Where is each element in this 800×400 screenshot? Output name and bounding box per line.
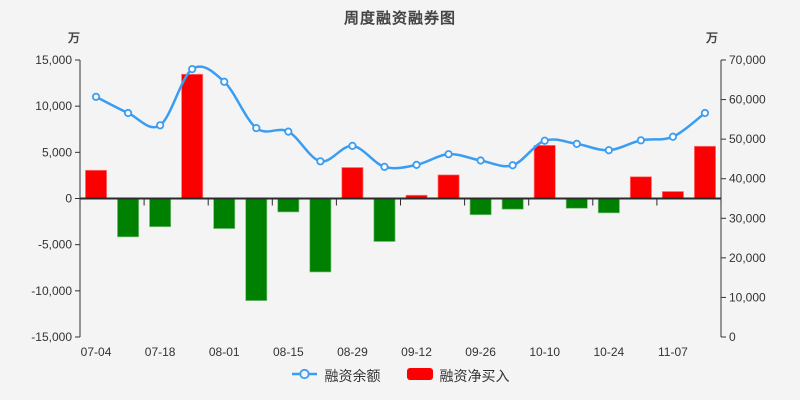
right-axis-tick-label: 60,000 [729,93,766,107]
x-axis-label: 08-15 [273,345,304,359]
net-buy-bar[interactable] [661,190,685,200]
net-buy-bar[interactable] [212,197,236,230]
left-axis-tick-label: 10,000 [35,99,72,113]
net-buy-bar[interactable] [468,197,493,216]
margin-balance-point[interactable] [412,160,421,169]
margin-balance-point[interactable] [156,121,165,130]
net-buy-bar[interactable] [565,197,589,210]
net-buy-bar[interactable] [436,173,461,200]
net-buy-bar[interactable] [116,197,140,239]
net-buy-bar[interactable] [84,169,108,200]
left-axis-tick-label: -10,000 [31,284,72,298]
margin-balance-point[interactable] [348,141,357,150]
legend-label-margin-balance: 融资余额 [324,368,381,384]
margin-balance-point[interactable] [604,146,613,155]
chart-title: 周度融资融券图 [343,10,456,27]
margin-balance-point[interactable] [316,157,325,166]
margin-balance-point[interactable] [123,108,133,118]
net-buy-bar[interactable] [340,166,365,200]
margin-balance-point[interactable] [636,136,645,145]
legend: 融资余额 融资净买入 [0,366,800,386]
net-buy-bar[interactable] [629,175,653,200]
right-axis-tick-label: 0 [729,330,736,344]
legend-item-net-buy[interactable]: 融资净买入 [406,366,510,386]
margin-balance-point[interactable] [284,127,293,136]
x-axis-label: 08-29 [337,345,368,359]
right-axis-tick-label: 40,000 [729,172,766,186]
net-buy-bar[interactable] [372,197,397,243]
right-axis-tick-label: 20,000 [729,251,766,265]
x-axis-label: 10-24 [593,345,624,359]
left-axis-tick-label: 0 [65,192,72,206]
left-axis-tick-label: -15,000 [31,330,72,344]
right-axis-unit-label: 万 [706,31,719,45]
x-axis-label: 09-26 [465,345,496,359]
net-buy-bar[interactable] [532,144,557,200]
margin-balance-point[interactable] [380,162,389,171]
margin-balance-point[interactable] [476,156,485,165]
x-axis-label: 07-18 [145,345,176,359]
margin-balance-point[interactable] [668,132,678,141]
net-buy-bar[interactable] [693,145,717,200]
margin-balance-point[interactable] [540,136,549,145]
left-axis-tick-label: 15,000 [35,53,72,67]
right-axis-tick-label: 70,000 [729,53,766,67]
x-axis-label: 09-12 [401,345,432,359]
net-buy-bar[interactable] [180,73,204,200]
margin-balance-point[interactable] [252,123,261,133]
right-axis-tick-label: 50,000 [729,132,766,146]
legend-item-margin-balance[interactable]: 融资余额 [291,366,381,386]
x-axis-label: 07-04 [81,345,112,359]
net-buy-bar[interactable] [597,197,621,215]
net-buy-bar[interactable] [244,197,269,302]
x-axis-label: 11-07 [658,345,688,359]
legend-label-net-buy: 融资净买入 [439,368,510,384]
left-axis-unit-label: 万 [67,31,80,45]
x-axis-label: 08-01 [209,345,240,359]
margin-balance-point[interactable] [220,77,229,86]
line-series-icon [291,367,318,386]
x-axis-label: 10-10 [529,345,560,359]
margin-balance-point[interactable] [444,150,453,159]
margin-balance-point[interactable] [188,65,197,74]
margin-balance-point[interactable] [700,108,710,118]
left-axis-tick-label: 5,000 [42,145,72,159]
margin-balance-point[interactable] [572,139,581,148]
net-buy-bar[interactable] [148,197,172,228]
margin-balance-point[interactable] [91,92,101,101]
bar-series-icon [406,367,433,386]
net-buy-bar[interactable] [500,197,525,211]
margin-balance-point[interactable] [508,161,517,170]
right-axis-tick-label: 30,000 [729,211,766,225]
left-axis-tick-label: -5,000 [38,238,72,252]
net-buy-bar[interactable] [276,197,301,214]
right-axis-tick-label: 10,000 [729,290,766,304]
net-buy-bar[interactable] [308,197,333,274]
